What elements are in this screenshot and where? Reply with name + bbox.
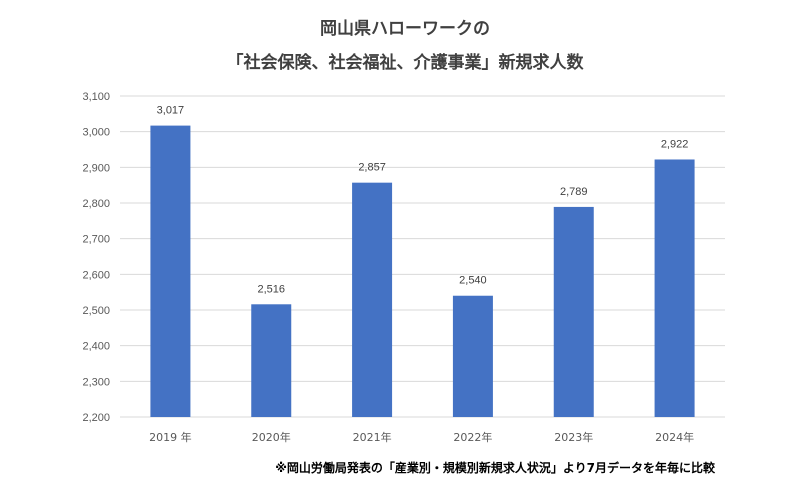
chart-title: 岡山県ハローワークの [320, 19, 490, 39]
y-tick-label: 3,000 [82, 127, 110, 139]
bar [352, 182, 393, 417]
bar [452, 295, 493, 417]
y-axis-ticks: 2,200 2,300 2,400 2,500 2,600 2,700 2,800 2,900… [82, 91, 110, 424]
data-label: 3,017 [157, 105, 185, 117]
data-label: 2,789 [560, 186, 588, 198]
y-tick-label: 2,300 [82, 376, 110, 388]
y-tick-label: 2,700 [82, 234, 110, 246]
bar [251, 304, 292, 417]
y-tick-label: 2,900 [82, 162, 110, 174]
y-tick-label: 2,500 [82, 305, 110, 317]
bar [553, 206, 594, 417]
x-tick-label: 2020年 [252, 430, 291, 444]
data-label: 2,857 [358, 162, 386, 174]
bar [150, 125, 191, 417]
data-label: 2,516 [257, 283, 285, 295]
y-tick-label: 2,800 [82, 198, 110, 210]
y-tick-label: 3,100 [82, 91, 110, 103]
data-labels: 3,017 2,516 2,857 2,540 2,789 2,922 [157, 105, 689, 296]
data-label: 2,540 [459, 275, 487, 287]
x-tick-label: 2023年 [554, 430, 593, 444]
y-tick-label: 2,200 [82, 412, 110, 424]
data-label: 2,922 [661, 138, 689, 150]
x-tick-label: 2022年 [453, 430, 492, 444]
y-tick-label: 2,400 [82, 341, 110, 353]
footnote: ※岡山労働局発表の「産業別・規模別新規求人状況」より7月データを年毎に比較 [275, 461, 715, 475]
gridlines [120, 95, 725, 418]
bar [654, 159, 695, 417]
y-tick-label: 2,600 [82, 269, 110, 281]
chart-subtitle: 「社会保険、社会福祉、介護事業」新規求人数 [226, 53, 584, 73]
x-tick-label: 2021年 [353, 430, 392, 444]
x-axis-labels: 2019 年 2020年 2021年 2022年 2023年 2024年 [149, 430, 694, 444]
x-tick-label: 2024年 [655, 430, 694, 444]
bars [150, 125, 695, 417]
x-tick-label: 2019 年 [149, 430, 192, 444]
